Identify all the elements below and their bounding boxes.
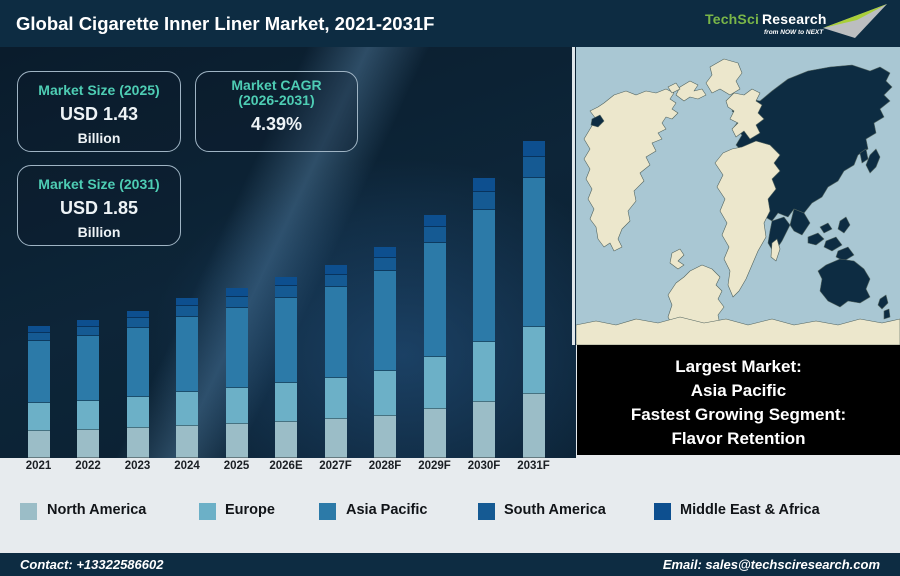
svg-text:TechSci: TechSci: [705, 11, 759, 27]
svg-text:Research: Research: [762, 11, 827, 27]
svg-text:from NOW to NEXT: from NOW to NEXT: [764, 29, 824, 36]
